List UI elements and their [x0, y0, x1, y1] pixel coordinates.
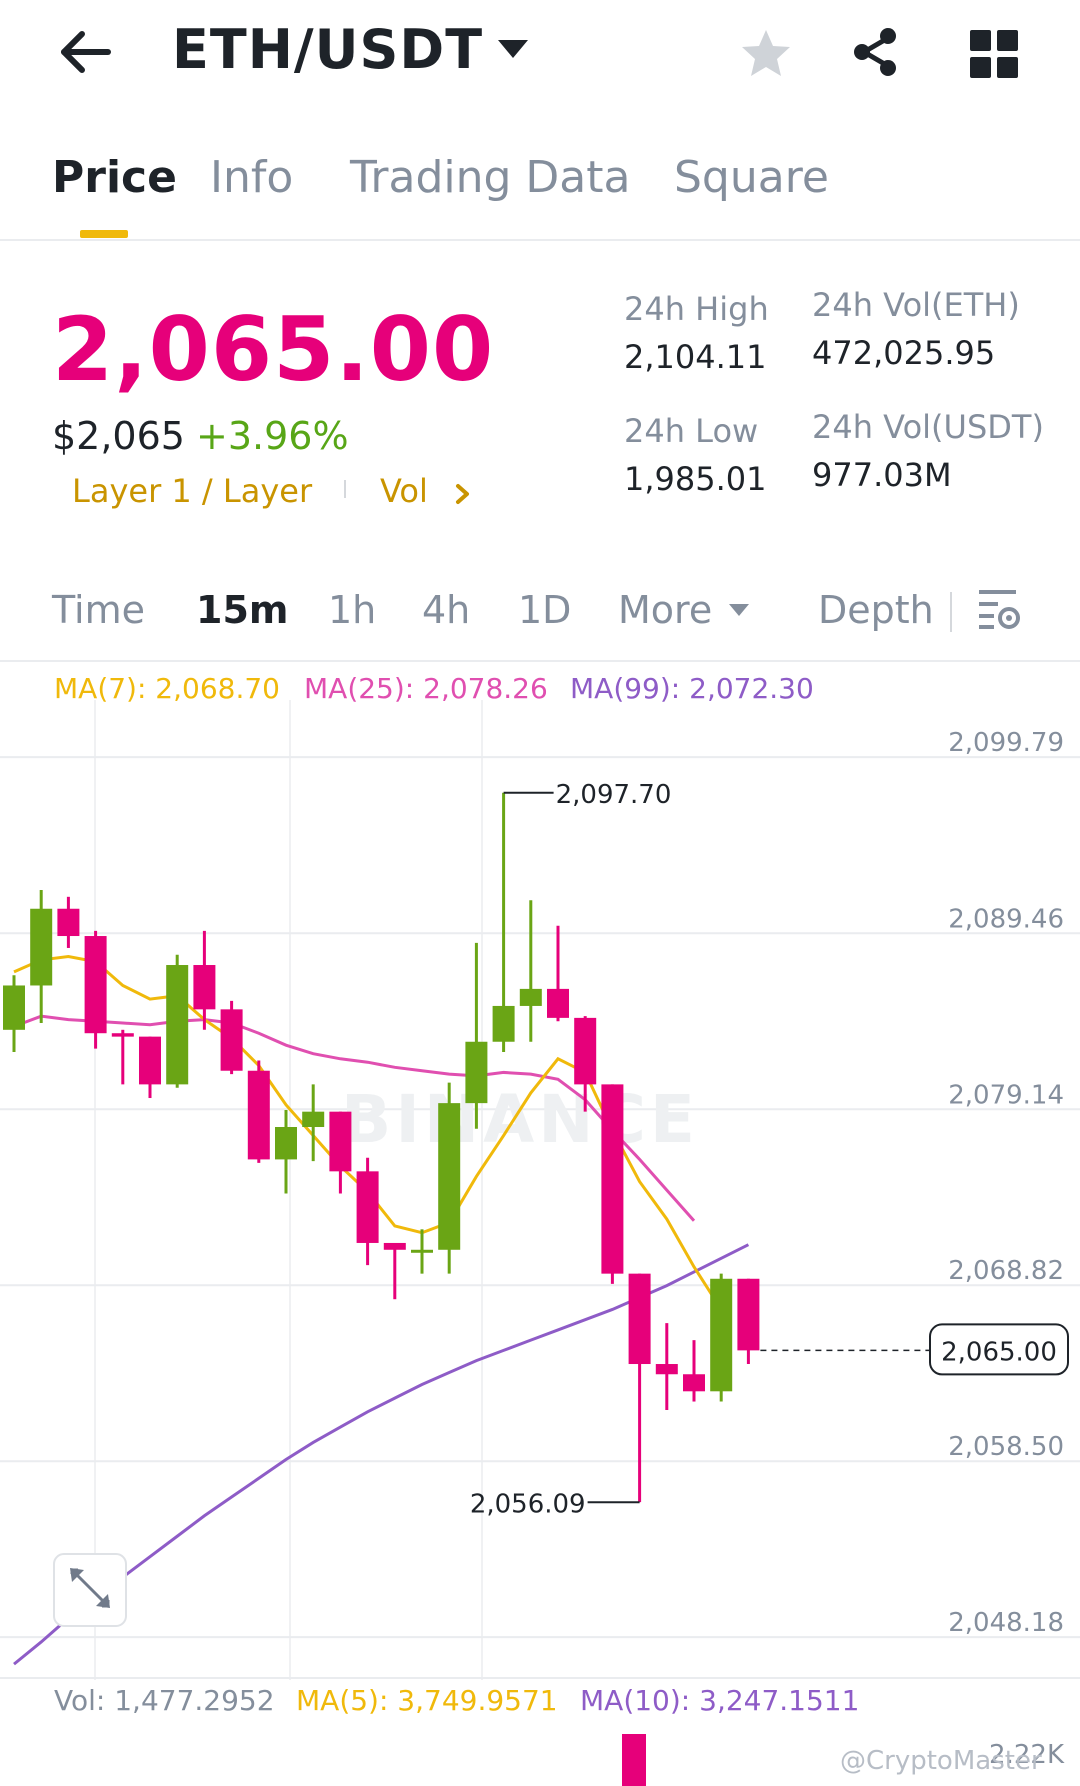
share-icon[interactable] [848, 24, 904, 80]
top-bar: ETH/USDT [0, 0, 1080, 110]
vol-tag[interactable]: Vol [380, 472, 428, 510]
pair-title[interactable]: ETH/USDT [172, 18, 484, 81]
candle-body [139, 1036, 161, 1085]
vol-legend: Vol: 1,477.2952 [54, 1684, 275, 1717]
candle-body [655, 1364, 678, 1375]
min-marker-label: 2,056.09 [470, 1489, 586, 1519]
candle-body [3, 985, 25, 1030]
candle-body [84, 936, 107, 1034]
interval-1d[interactable]: 1D [518, 588, 572, 632]
depth-tab[interactable]: Depth [818, 588, 934, 632]
candle-body [737, 1278, 760, 1351]
kline-svg[interactable]: 2,099.79 2,089.46 2,079.14 2,068.82 2,058.50… [0, 660, 1080, 1786]
candle-body [275, 1127, 297, 1160]
y-tick-label: 2,048.18 [948, 1608, 1064, 1638]
vol-usdt-value: 977.03M [812, 456, 952, 494]
usd-price: $2,065 [52, 414, 185, 458]
candle-body [683, 1374, 705, 1392]
low-label: 24h Low [624, 412, 759, 450]
candle-body [601, 1084, 624, 1274]
interval-15m[interactable]: 15m [196, 588, 289, 632]
candle-body [302, 1111, 325, 1128]
low-value: 1,985.01 [624, 460, 767, 498]
chart-settings-icon[interactable] [976, 586, 1022, 632]
back-arrow-icon[interactable] [56, 22, 116, 82]
candle-body [356, 1171, 379, 1243]
current-price-label: 2,065.00 [941, 1337, 1057, 1367]
volume-bar [622, 1734, 646, 1786]
interval-bar: Time 15m 1h 4h 1D More Depth [0, 580, 1080, 660]
ma99-legend: MA(99): 2,072.30 [570, 672, 814, 705]
ma99-line [13, 1243, 750, 1666]
y-tick-label: 2,058.50 [948, 1432, 1064, 1462]
category-tag[interactable]: Layer 1 / Layer [72, 472, 313, 510]
grid-menu-icon[interactable] [968, 28, 1020, 80]
expand-icon [70, 1568, 84, 1582]
candle-body [30, 908, 53, 986]
binance-watermark: BINANCE [341, 1081, 699, 1158]
interval-time[interactable]: Time [52, 588, 145, 632]
credit-watermark: @CryptoMaster [840, 1746, 1042, 1776]
candle-body [166, 965, 189, 1085]
vol-ma5-legend: MA(5): 3,749.9571 [296, 1684, 558, 1717]
y-tick-label: 2,089.46 [948, 904, 1064, 934]
tab-bar: Price Info Trading Data Square [0, 140, 1080, 240]
candle-body [710, 1278, 733, 1392]
chevron-right-icon[interactable] [454, 480, 472, 513]
divider [0, 239, 1080, 241]
interval-more[interactable]: More [618, 588, 713, 632]
y-tick-label: 2,079.14 [948, 1080, 1064, 1110]
y-tick-label: 2,099.79 [948, 728, 1064, 758]
ma7-legend: MA(7): 2,068.70 [54, 672, 280, 705]
vol-axis-label: 2.22K [989, 1740, 1064, 1770]
ma25-line [13, 1014, 696, 1222]
more-caret-icon[interactable] [728, 602, 750, 616]
kline-chart[interactable]: 2,099.79 2,089.46 2,079.14 2,068.82 2,058.50… [0, 660, 1080, 1786]
candle-body [411, 1249, 433, 1253]
candle-body [220, 1009, 243, 1071]
candle-body [574, 1017, 597, 1085]
candle-body [329, 1111, 352, 1172]
expand-icon [96, 1594, 110, 1608]
candle-body [628, 1273, 651, 1365]
current-price-tag[interactable] [929, 1323, 1069, 1376]
candle-body [57, 908, 80, 937]
ma25-legend: MA(25): 2,078.26 [304, 672, 548, 705]
candle-body [247, 1070, 270, 1160]
tab-price[interactable]: Price [52, 152, 177, 203]
vol-eth-value: 472,025.95 [812, 334, 996, 372]
vol-usdt-label: 24h Vol(USDT) [812, 408, 1044, 446]
candle-body [492, 1005, 515, 1042]
high-value: 2,104.11 [624, 338, 767, 376]
last-price: 2,065.00 [52, 298, 495, 401]
price-change-percent: +3.96% [196, 414, 349, 458]
favorite-star-icon[interactable] [738, 26, 794, 82]
tab-info[interactable]: Info [210, 152, 294, 203]
tab-trading-data[interactable]: Trading Data [350, 152, 631, 203]
candle-body [383, 1242, 406, 1250]
candle-body [519, 988, 542, 1006]
interval-1h[interactable]: 1h [328, 588, 377, 632]
interval-4h[interactable]: 4h [422, 588, 471, 632]
max-marker-label: 2,097.70 [556, 780, 672, 810]
candle-body [111, 1033, 134, 1037]
candle-body [193, 965, 216, 1010]
pair-dropdown-caret-icon[interactable] [496, 38, 530, 62]
vol-ma10-legend: MA(10): 3,247.1511 [580, 1684, 860, 1717]
vol-eth-label: 24h Vol(ETH) [812, 286, 1020, 324]
active-tab-indicator [80, 230, 128, 238]
candle-body [547, 988, 569, 1018]
candle-body [438, 1103, 461, 1250]
tag-separator [344, 480, 346, 498]
interval-separator [950, 592, 952, 632]
tab-square[interactable]: Square [674, 152, 829, 203]
candle-body [465, 1041, 488, 1104]
y-tick-label: 2,068.82 [948, 1256, 1064, 1286]
high-label: 24h High [624, 290, 769, 328]
